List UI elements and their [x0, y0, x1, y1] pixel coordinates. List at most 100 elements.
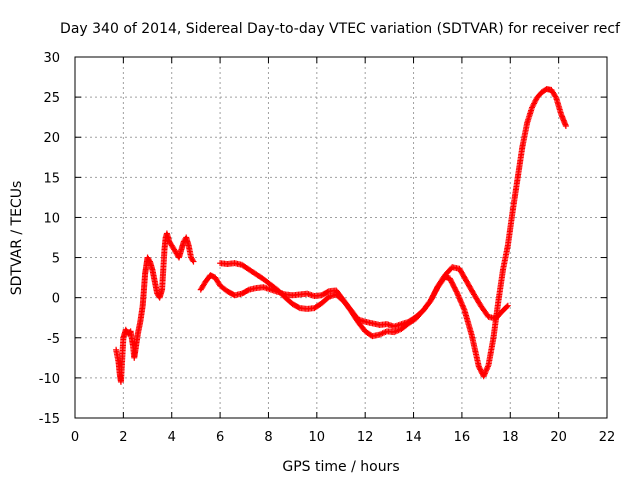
data-point [446, 275, 453, 282]
x-tick-label: 0 [71, 430, 79, 445]
data-trace [461, 308, 475, 337]
data-trace [319, 294, 331, 306]
data-trace [334, 292, 346, 303]
grid-lines [75, 57, 607, 418]
data-trace [276, 288, 288, 300]
data-trace [553, 96, 564, 116]
data-trace [468, 333, 482, 369]
series-segment-early [113, 230, 197, 385]
data-trace [414, 308, 426, 321]
data-trace [319, 288, 331, 298]
data-trace [514, 145, 526, 181]
x-tick-label: 10 [309, 430, 326, 445]
plot-frame [74, 56, 608, 419]
data-trace [269, 282, 280, 293]
data-trace [539, 86, 549, 95]
data-trace [135, 320, 143, 336]
data-point [190, 258, 197, 265]
y-axis-label: SDTVAR / TECUs [9, 181, 25, 296]
data-trace [348, 308, 361, 324]
data-trace [435, 275, 448, 289]
data-marks [113, 86, 569, 385]
y-tick-label: -10 [39, 372, 60, 387]
data-trace [428, 285, 441, 303]
x-tick-label: 2 [119, 430, 127, 445]
y-tick-label: 5 [52, 252, 60, 267]
y-tick-label: 10 [43, 211, 60, 226]
data-trace [160, 248, 168, 272]
data-trace [471, 292, 484, 309]
data-trace [247, 267, 259, 277]
x-tick-label: 12 [357, 430, 374, 445]
y-tick-label: 30 [43, 51, 60, 66]
data-trace [185, 244, 194, 260]
data-trace [261, 277, 273, 287]
data-trace [500, 303, 510, 313]
data-trace [213, 275, 223, 288]
data-trace [123, 328, 131, 336]
data-trace [399, 321, 411, 332]
x-tick-labels: 0 2 4 6 8 10 12 14 16 18 20 22 [71, 430, 615, 445]
data-trace [529, 96, 540, 110]
data-trace [485, 337, 497, 367]
data-point [504, 302, 511, 309]
data-trace [355, 319, 368, 334]
data-trace [198, 279, 208, 292]
data-trace [447, 276, 460, 295]
y-tick-label: 0 [52, 292, 60, 307]
data-trace [500, 244, 511, 272]
data-trace [421, 299, 433, 313]
data-trace [549, 88, 559, 100]
data-trace [149, 268, 158, 284]
data-trace [290, 301, 302, 311]
x-tick-label: 6 [216, 430, 224, 445]
data-trace [341, 299, 353, 313]
data-trace [218, 283, 230, 294]
data-trace [283, 295, 295, 307]
data-trace [169, 243, 177, 252]
x-axis-label: GPS time / hours [282, 459, 399, 475]
data-trace [443, 274, 452, 282]
data-trace [534, 90, 544, 100]
data-trace [254, 272, 266, 282]
series-segment-mid-b [217, 86, 569, 380]
y-tick-label: 15 [43, 171, 60, 186]
data-trace [137, 304, 146, 324]
data-point [475, 363, 482, 370]
data-trace [240, 262, 251, 272]
axis-ticks [74, 56, 608, 419]
data-trace [495, 268, 506, 304]
data-point [529, 104, 536, 111]
data-trace [490, 301, 501, 341]
y-tick-labels: -15 -10 -5 0 5 10 15 20 25 30 [39, 51, 60, 427]
x-tick-label: 8 [264, 430, 272, 445]
y-tick-label: 20 [43, 131, 60, 146]
data-trace [118, 336, 127, 384]
data-trace [171, 247, 179, 256]
data-trace [519, 121, 530, 149]
x-tick-label: 22 [599, 430, 616, 445]
data-trace [406, 316, 418, 326]
data-trace [141, 272, 149, 292]
y-tick-label: -5 [47, 332, 60, 347]
data-trace [167, 239, 174, 248]
data-trace [505, 209, 516, 247]
x-tick-label: 18 [502, 430, 519, 445]
x-tick-label: 4 [168, 430, 176, 445]
data-trace [312, 301, 324, 311]
x-tick-label: 20 [550, 430, 567, 445]
data-trace [464, 279, 477, 297]
data-trace [240, 287, 251, 296]
data-point [562, 122, 569, 129]
data-trace [443, 265, 455, 278]
data-trace [188, 255, 196, 264]
data-trace [457, 267, 470, 284]
y-tick-label: -15 [39, 412, 60, 427]
data-trace [145, 255, 153, 264]
data-trace [479, 304, 491, 319]
data-trace [392, 326, 404, 335]
data-trace [208, 272, 218, 281]
y-tick-label: 25 [43, 91, 60, 106]
data-trace [159, 268, 167, 292]
